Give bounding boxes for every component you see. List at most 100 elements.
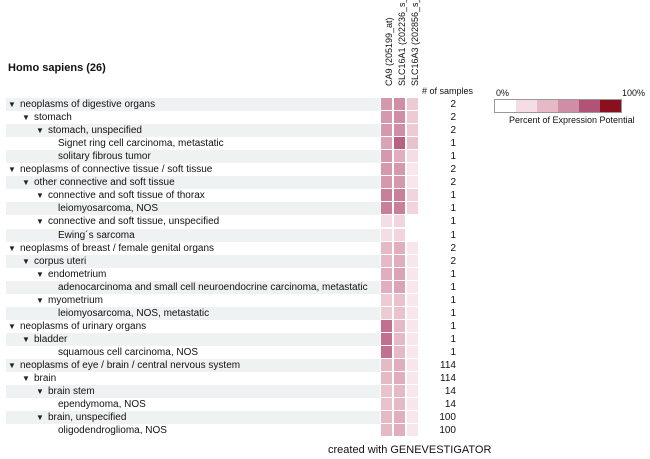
tree-row[interactable]: ▼ other connective and soft tissue 2: [0, 176, 470, 190]
heatmap-cell[interactable]: [394, 345, 405, 358]
tree-row[interactable]: ▼ stomach 2: [0, 111, 470, 124]
heatmap-cell[interactable]: [381, 228, 392, 241]
heatmap-cell[interactable]: [407, 306, 418, 319]
heatmap-cell[interactable]: [381, 372, 392, 385]
tree-row[interactable]: ▼ neoplasms of eye / brain / central nerv…: [0, 359, 470, 372]
heatmap-cell[interactable]: [394, 228, 405, 241]
heatmap-cell[interactable]: [407, 124, 418, 137]
heatmap-cell[interactable]: [381, 280, 392, 293]
expand-toggle-icon[interactable]: ▼: [36, 413, 44, 423]
expand-toggle-icon[interactable]: ▼: [36, 217, 44, 227]
tree-row[interactable]: ▼ neoplasms of breast / female genital or…: [0, 241, 470, 255]
heatmap-cell[interactable]: [394, 241, 405, 254]
heatmap-cell[interactable]: [394, 189, 405, 202]
expand-toggle-icon[interactable]: ▼: [22, 256, 30, 266]
heatmap-cell[interactable]: [407, 385, 418, 398]
expand-toggle-icon[interactable]: ▼: [8, 321, 16, 331]
heatmap-cell[interactable]: [394, 98, 405, 110]
expand-toggle-icon[interactable]: ▼: [8, 361, 16, 370]
heatmap-cell[interactable]: [394, 280, 405, 293]
heatmap-cell[interactable]: [381, 398, 392, 411]
heatmap-cell[interactable]: [407, 398, 418, 411]
heatmap-cell[interactable]: [394, 359, 405, 371]
heatmap-cell[interactable]: [394, 385, 405, 398]
heatmap-cell[interactable]: [381, 385, 392, 398]
heatmap-cell[interactable]: [407, 280, 418, 293]
expand-toggle-icon[interactable]: ▼: [36, 191, 44, 201]
tree-row[interactable]: ▼ neoplasms of digestive organs 2: [0, 98, 470, 111]
heatmap-cell[interactable]: [381, 176, 392, 189]
heatmap-cell[interactable]: [394, 424, 405, 437]
heatmap-cell[interactable]: [381, 241, 392, 254]
heatmap-cell[interactable]: [407, 293, 418, 306]
tree-row[interactable]: ▼ connective and soft tissue, unspecified…: [0, 215, 470, 228]
heatmap-cell[interactable]: [394, 293, 405, 306]
heatmap-cell[interactable]: [407, 319, 418, 332]
heatmap-cell[interactable]: [394, 306, 405, 319]
heatmap-cell[interactable]: [381, 319, 392, 332]
heatmap-cell[interactable]: [381, 163, 392, 176]
tree-row[interactable]: ▼ endometrium 1: [0, 267, 470, 281]
heatmap-cell[interactable]: [394, 137, 405, 150]
tree-row[interactable]: ▼ myometrium 1: [0, 293, 470, 307]
heatmap-cell[interactable]: [381, 202, 392, 215]
expand-toggle-icon[interactable]: ▼: [36, 387, 44, 397]
heatmap-cell[interactable]: [381, 359, 392, 371]
heatmap-cell[interactable]: [394, 267, 405, 280]
tree-row[interactable]: ▼ connective and soft tissue of thorax 1: [0, 189, 470, 202]
heatmap-cell[interactable]: [381, 293, 392, 306]
heatmap-cell[interactable]: [407, 189, 418, 202]
expand-toggle-icon[interactable]: ▼: [8, 165, 16, 175]
heatmap-cell[interactable]: [407, 163, 418, 176]
expand-toggle-icon[interactable]: ▼: [22, 113, 30, 123]
expand-toggle-icon[interactable]: ▼: [36, 269, 44, 279]
tree-row[interactable]: ▼ stomach, unspecified 2: [0, 124, 470, 138]
heatmap-cell[interactable]: [381, 111, 392, 124]
heatmap-cell[interactable]: [381, 411, 392, 424]
tree-row[interactable]: ▼ neoplasms of connective tissue / soft t…: [0, 163, 470, 176]
heatmap-cell[interactable]: [381, 306, 392, 319]
tree-row[interactable]: ▼ brain stem 14: [0, 385, 470, 399]
tree-row[interactable]: ▼ corpus uteri 2: [0, 254, 470, 268]
heatmap-cell[interactable]: [407, 241, 418, 254]
heatmap-cell[interactable]: [394, 163, 405, 176]
heatmap-cell[interactable]: [394, 215, 405, 228]
heatmap-cell[interactable]: [407, 254, 418, 267]
heatmap-cell[interactable]: [407, 111, 418, 124]
tree-row[interactable]: ▼ brain, unspecified 100: [0, 411, 470, 425]
heatmap-cell[interactable]: [407, 137, 418, 150]
heatmap-cell[interactable]: [407, 411, 418, 424]
heatmap-cell[interactable]: [381, 137, 392, 150]
heatmap-cell[interactable]: [407, 372, 418, 385]
heatmap-cell[interactable]: [407, 359, 418, 371]
tree-row[interactable]: ▼ brain 114: [0, 372, 470, 385]
heatmap-cell[interactable]: [394, 332, 405, 345]
heatmap-cell[interactable]: [394, 111, 405, 124]
heatmap-cell[interactable]: [381, 254, 392, 267]
heatmap-cell[interactable]: [407, 98, 418, 110]
heatmap-cell[interactable]: [381, 424, 392, 437]
heatmap-cell[interactable]: [394, 319, 405, 332]
heatmap-cell[interactable]: [394, 150, 405, 163]
expand-toggle-icon[interactable]: ▼: [22, 374, 30, 384]
expand-toggle-icon[interactable]: ▼: [36, 126, 44, 136]
expand-toggle-icon[interactable]: ▼: [36, 295, 44, 305]
heatmap-cell[interactable]: [394, 398, 405, 411]
heatmap-cell[interactable]: [407, 150, 418, 163]
heatmap-cell[interactable]: [394, 411, 405, 424]
tree-row[interactable]: ▼ neoplasms of urinary organs 1: [0, 319, 470, 333]
heatmap-cell[interactable]: [381, 332, 392, 345]
heatmap-cell[interactable]: [381, 215, 392, 228]
expand-toggle-icon[interactable]: ▼: [8, 243, 16, 253]
heatmap-cell[interactable]: [381, 267, 392, 280]
heatmap-cell[interactable]: [407, 202, 418, 215]
heatmap-cell[interactable]: [394, 202, 405, 215]
heatmap-cell[interactable]: [394, 176, 405, 189]
heatmap-cell[interactable]: [381, 124, 392, 137]
heatmap-cell[interactable]: [381, 189, 392, 202]
expand-toggle-icon[interactable]: ▼: [8, 100, 16, 109]
heatmap-cell[interactable]: [394, 124, 405, 137]
expand-toggle-icon[interactable]: ▼: [22, 334, 30, 344]
expand-toggle-icon[interactable]: ▼: [22, 178, 30, 188]
heatmap-cell[interactable]: [407, 228, 418, 241]
